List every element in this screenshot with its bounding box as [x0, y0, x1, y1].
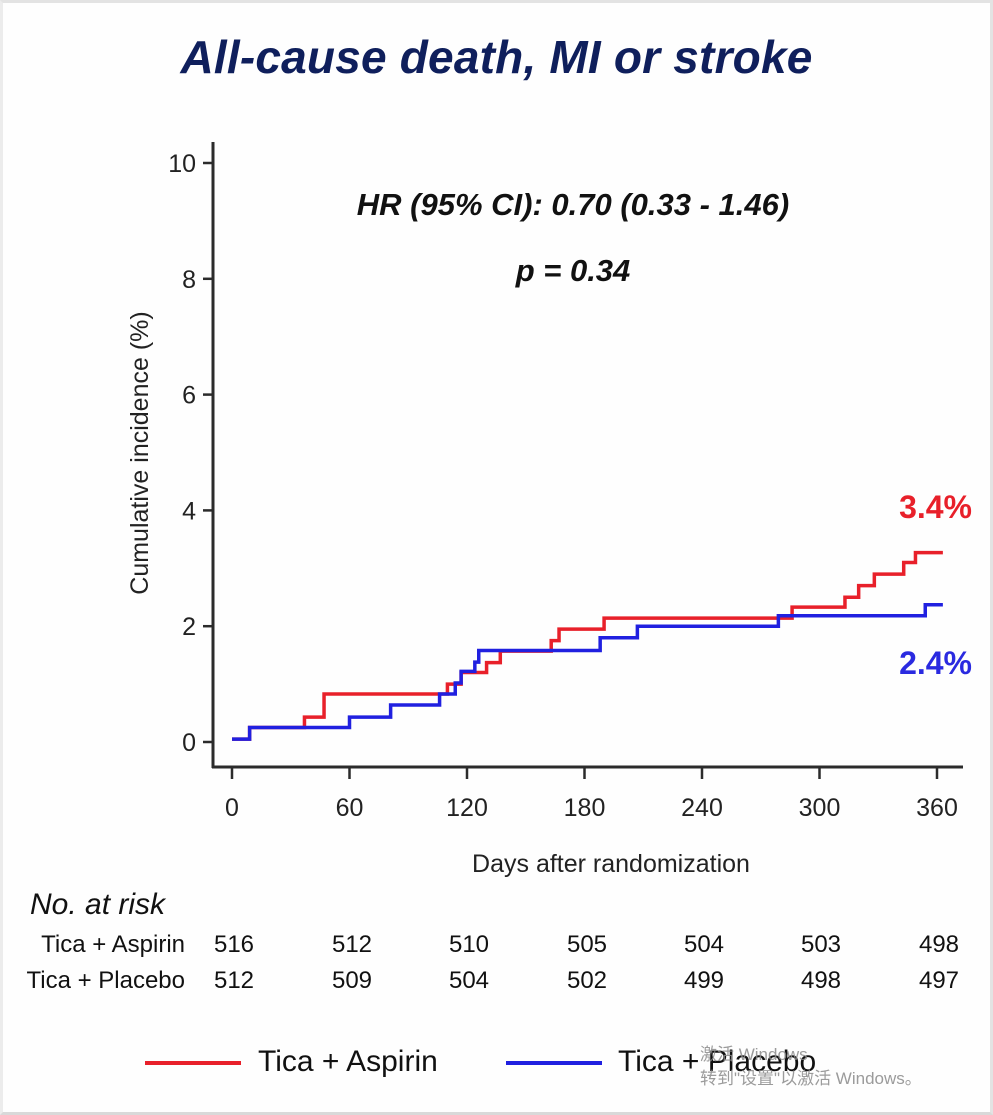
y-tick-label: 4: [182, 497, 196, 525]
risk-row-label: Tica + Placebo: [26, 967, 185, 994]
placebo-end-label: 2.4%: [899, 645, 972, 681]
risk-value: 504: [683, 931, 725, 958]
watermark-line-2: 转到"设置"以激活 Windows。: [700, 1069, 922, 1088]
x-tick-label: 240: [681, 794, 723, 822]
x-axis: 0 60 120 180 240 300 360: [212, 765, 963, 822]
risk-row-label: Tica + Aspirin: [41, 931, 185, 958]
x-tick-label: 60: [336, 794, 364, 822]
risk-value: 504: [448, 967, 490, 994]
chart-title: All-cause death, MI or stroke: [180, 31, 813, 83]
x-axis-title: Days after randomization: [472, 850, 750, 878]
plot-area: 0 2 4 6 8 10 0 60 120 180 240 300 360 Cumulative in…: [126, 142, 972, 878]
watermark-line-1: 激活 Windows: [700, 1045, 808, 1064]
risk-value: 499: [683, 967, 725, 994]
hazard-ratio-annotation: HR (95% CI): 0.70 (0.33 - 1.46): [357, 187, 789, 222]
curves: [232, 550, 943, 741]
curve-tica-aspirin: [232, 550, 943, 741]
windows-activation-watermark: 激活 Windows 转到"设置"以激活 Windows。: [700, 1043, 922, 1091]
y-tick-label: 8: [182, 266, 196, 294]
curve-tica-placebo: [232, 603, 943, 741]
risk-table-title: No. at risk: [30, 888, 166, 921]
risk-value: 509: [331, 967, 373, 994]
legend: Tica + Aspirin Tica + Placebo: [0, 1040, 993, 1090]
y-tick-label: 2: [182, 613, 196, 641]
risk-value: 512: [331, 931, 373, 958]
risk-value: 503: [800, 931, 842, 958]
x-tick-label: 0: [225, 794, 239, 822]
legend-label-placebo: Tica + Placebo: [618, 1045, 817, 1078]
risk-value: 510: [448, 931, 490, 958]
risk-value: 498: [800, 967, 842, 994]
x-tick-label: 120: [446, 794, 488, 822]
y-tick-label: 10: [168, 150, 196, 178]
legend-swatch-aspirin: [145, 1061, 241, 1065]
risk-value: 512: [213, 967, 255, 994]
risk-value: 498: [918, 931, 960, 958]
risk-row-placebo: Tica + Placebo 512 509 504 502 499 498 4…: [0, 967, 993, 999]
y-axis-title: Cumulative incidence (%): [126, 311, 154, 594]
x-tick-label: 180: [564, 794, 606, 822]
risk-value: 505: [566, 931, 608, 958]
y-tick-label: 0: [182, 729, 196, 757]
y-axis: 0 2 4 6 8 10: [168, 142, 215, 768]
legend-label-aspirin: Tica + Aspirin: [258, 1045, 438, 1078]
risk-value: 516: [213, 931, 255, 958]
y-tick-label: 6: [182, 382, 196, 410]
p-value-annotation: p = 0.34: [515, 253, 631, 288]
risk-value: 497: [918, 967, 960, 994]
x-tick-label: 360: [916, 794, 958, 822]
aspirin-end-label: 3.4%: [899, 489, 972, 525]
risk-value: 502: [566, 967, 608, 994]
risk-row-aspirin: Tica + Aspirin 516 512 510 505 504 503 4…: [0, 931, 993, 963]
x-tick-label: 300: [799, 794, 841, 822]
legend-swatch-placebo: [506, 1061, 602, 1065]
